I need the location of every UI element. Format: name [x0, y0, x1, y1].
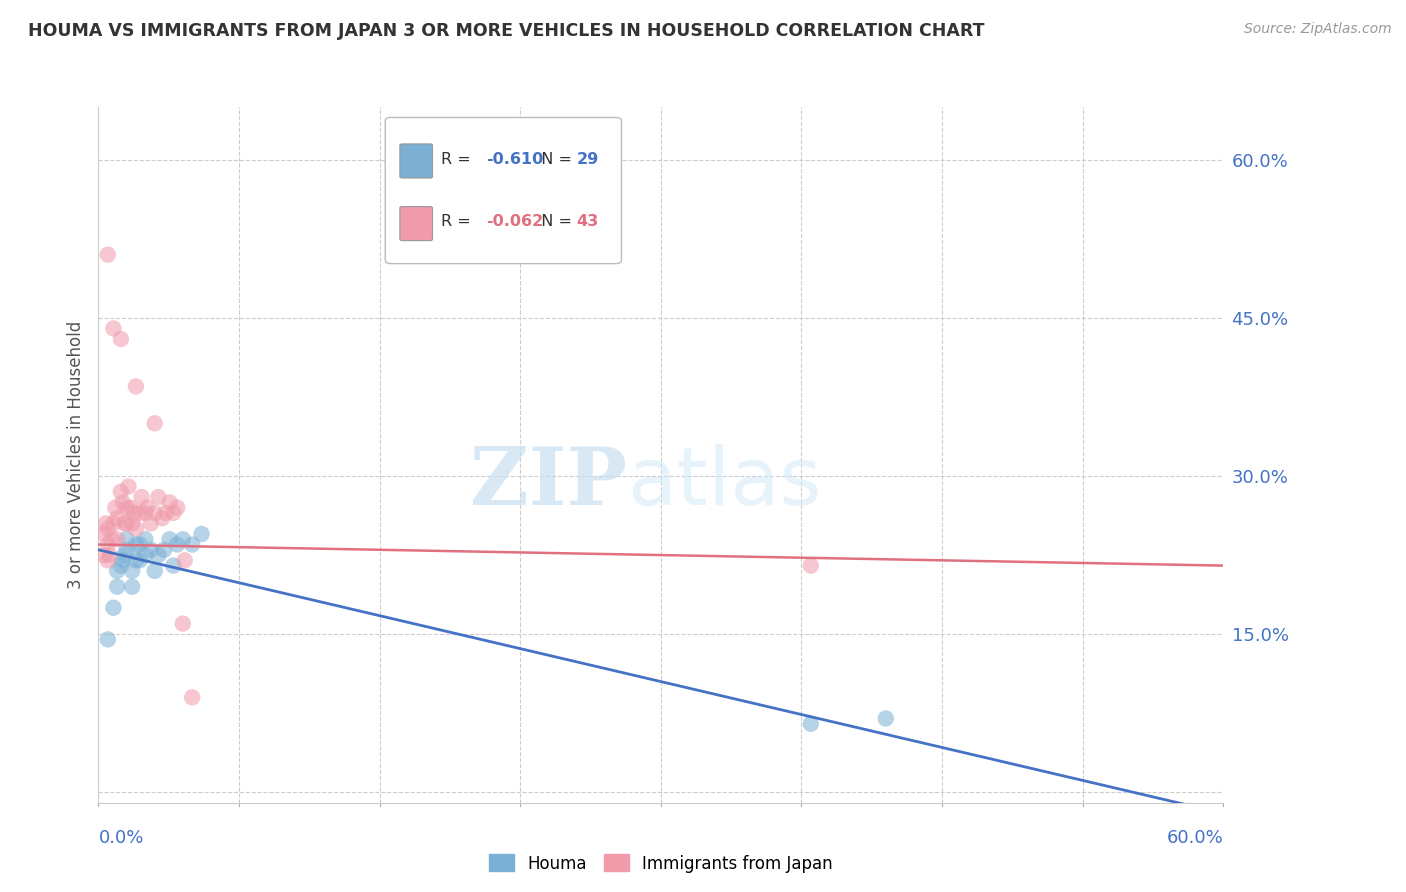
Point: [153, 542, 176, 557]
Text: Source: ZipAtlas.com: Source: ZipAtlas.com: [1244, 22, 1392, 37]
Text: 0.0%: 0.0%: [98, 830, 143, 847]
Point: [104, 500, 127, 515]
Point: [128, 537, 150, 551]
Point: [173, 553, 195, 567]
Point: [93, 527, 115, 541]
Y-axis label: 3 or more Vehicles in Household: 3 or more Vehicles in Household: [66, 321, 84, 589]
Point: [120, 500, 142, 515]
Text: N =: N =: [531, 152, 578, 167]
Point: [115, 533, 138, 547]
Point: [115, 500, 138, 515]
Point: [122, 506, 145, 520]
Point: [93, 548, 115, 562]
Point: [131, 490, 153, 504]
Point: [166, 537, 188, 551]
Point: [128, 506, 150, 520]
Point: [128, 553, 150, 567]
Point: [103, 321, 125, 335]
Text: N =: N =: [531, 214, 578, 229]
Text: HOUMA VS IMMIGRANTS FROM JAPAN 3 OR MORE VEHICLES IN HOUSEHOLD CORRELATION CHART: HOUMA VS IMMIGRANTS FROM JAPAN 3 OR MORE…: [28, 22, 984, 40]
Point: [115, 516, 138, 531]
Point: [181, 690, 204, 705]
Point: [134, 548, 156, 562]
Point: [172, 533, 194, 547]
Point: [800, 716, 823, 731]
Point: [125, 379, 148, 393]
Point: [143, 417, 166, 431]
Point: [105, 564, 128, 578]
Point: [97, 537, 120, 551]
FancyBboxPatch shape: [399, 144, 433, 178]
Point: [98, 548, 121, 562]
Point: [105, 580, 128, 594]
Text: R =: R =: [441, 214, 477, 229]
Point: [155, 506, 177, 520]
Text: -0.062: -0.062: [486, 214, 544, 229]
Point: [148, 548, 170, 562]
Point: [121, 580, 143, 594]
Point: [121, 516, 143, 531]
Point: [115, 542, 138, 557]
Text: R =: R =: [441, 152, 477, 167]
Text: 60.0%: 60.0%: [1167, 830, 1223, 847]
Point: [103, 600, 125, 615]
Point: [100, 533, 122, 547]
Point: [143, 564, 166, 578]
Text: atlas: atlas: [627, 443, 821, 522]
Text: 43: 43: [576, 214, 599, 229]
Point: [190, 527, 212, 541]
Point: [159, 495, 181, 509]
Legend: Houma, Immigrants from Japan: Houma, Immigrants from Japan: [482, 847, 839, 880]
Point: [114, 516, 136, 531]
Point: [121, 564, 143, 578]
Point: [103, 516, 125, 531]
Point: [111, 495, 134, 509]
Point: [159, 533, 181, 547]
Point: [94, 516, 117, 531]
Point: [134, 506, 156, 520]
Text: -0.610: -0.610: [486, 152, 544, 167]
Point: [125, 522, 148, 536]
Point: [97, 632, 120, 647]
Point: [110, 558, 132, 573]
Point: [800, 558, 823, 573]
Point: [97, 553, 120, 567]
Point: [125, 537, 148, 551]
Point: [110, 332, 132, 346]
Point: [148, 490, 170, 504]
Point: [150, 511, 173, 525]
Point: [97, 247, 120, 261]
Point: [162, 558, 184, 573]
Text: ZIP: ZIP: [470, 443, 627, 522]
Point: [111, 553, 134, 567]
Point: [105, 533, 128, 547]
Point: [166, 500, 188, 515]
Point: [172, 616, 194, 631]
Point: [105, 511, 128, 525]
Point: [117, 479, 139, 493]
Point: [97, 522, 120, 536]
Point: [136, 500, 159, 515]
Point: [139, 542, 162, 557]
FancyBboxPatch shape: [399, 207, 433, 241]
Text: 29: 29: [576, 152, 599, 167]
Point: [162, 506, 184, 520]
Point: [125, 553, 148, 567]
Point: [181, 537, 204, 551]
Point: [134, 533, 156, 547]
Point: [143, 506, 166, 520]
Point: [114, 548, 136, 562]
Point: [875, 711, 897, 725]
Point: [110, 484, 132, 499]
Point: [139, 516, 162, 531]
FancyBboxPatch shape: [385, 118, 621, 263]
